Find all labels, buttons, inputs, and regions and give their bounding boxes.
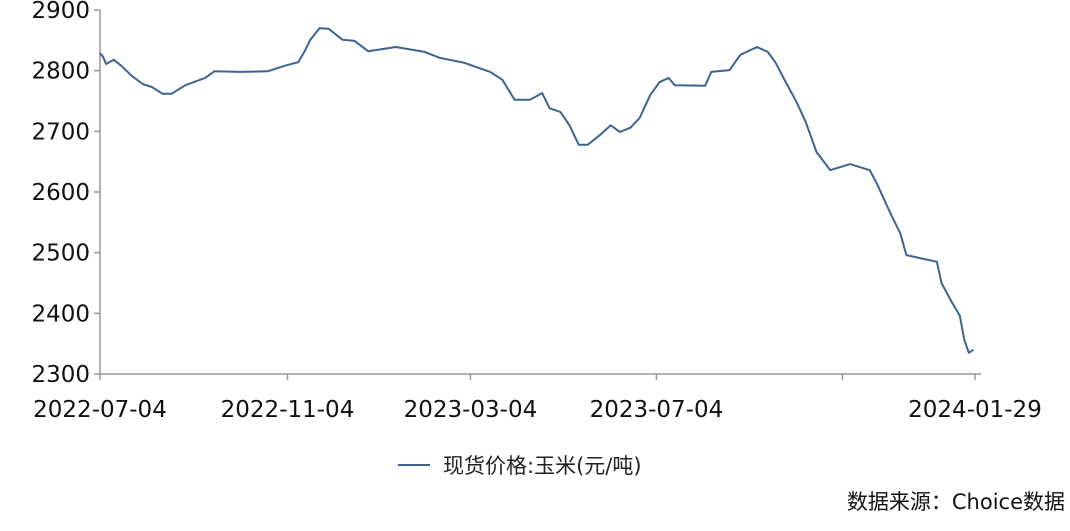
x-tick-label: 2023-03-04 xyxy=(404,397,538,423)
legend-label: 现货价格:玉米(元/吨) xyxy=(443,454,642,478)
x-tick-label: 2024-01-29 xyxy=(908,397,1042,423)
legend: 现货价格:玉米(元/吨) xyxy=(398,454,642,478)
y-tick-labels: 2300 2400 2500 2600 2700 2800 2900 xyxy=(31,0,90,388)
y-tick-label: 2600 xyxy=(31,180,90,206)
x-tick-label: 2022-11-04 xyxy=(221,397,355,423)
y-tick-label: 2900 xyxy=(31,0,90,24)
data-source: 数据来源：Choice数据 xyxy=(847,490,1065,514)
series-line-corn-spot-price xyxy=(99,27,975,354)
x-tick-label: 2022-07-04 xyxy=(33,397,167,423)
y-tick-label: 2400 xyxy=(31,301,90,327)
x-tick-labels: 2022-07-04 2022-11-04 2023-03-04 2023-07-04… xyxy=(33,397,1042,423)
x-tick-label: 2023-07-04 xyxy=(590,397,724,423)
y-tick-label: 2300 xyxy=(31,362,90,388)
y-tick-label: 2500 xyxy=(31,241,90,267)
y-tick-label: 2700 xyxy=(31,119,90,145)
axes xyxy=(94,9,981,380)
y-tick-label: 2800 xyxy=(31,59,90,85)
